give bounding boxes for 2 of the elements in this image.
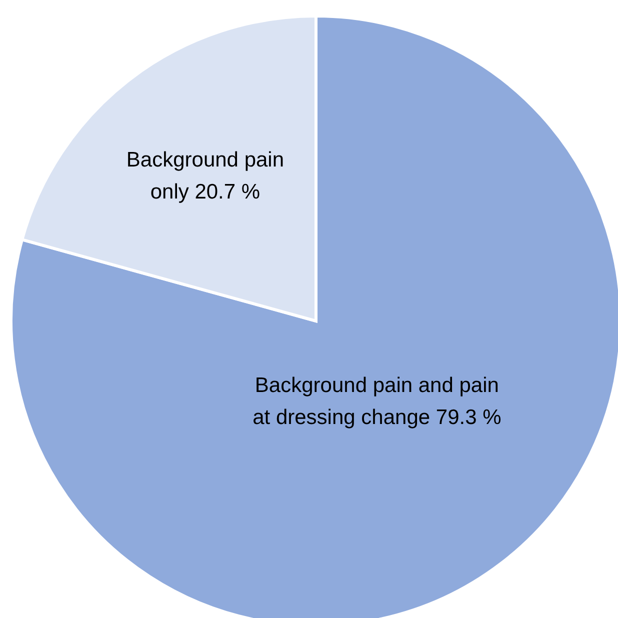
slice-label: Background pain only 20.7 %: [126, 148, 284, 204]
slice-label: Background pain and pain at dressing change 79.3 %: [252, 374, 502, 430]
